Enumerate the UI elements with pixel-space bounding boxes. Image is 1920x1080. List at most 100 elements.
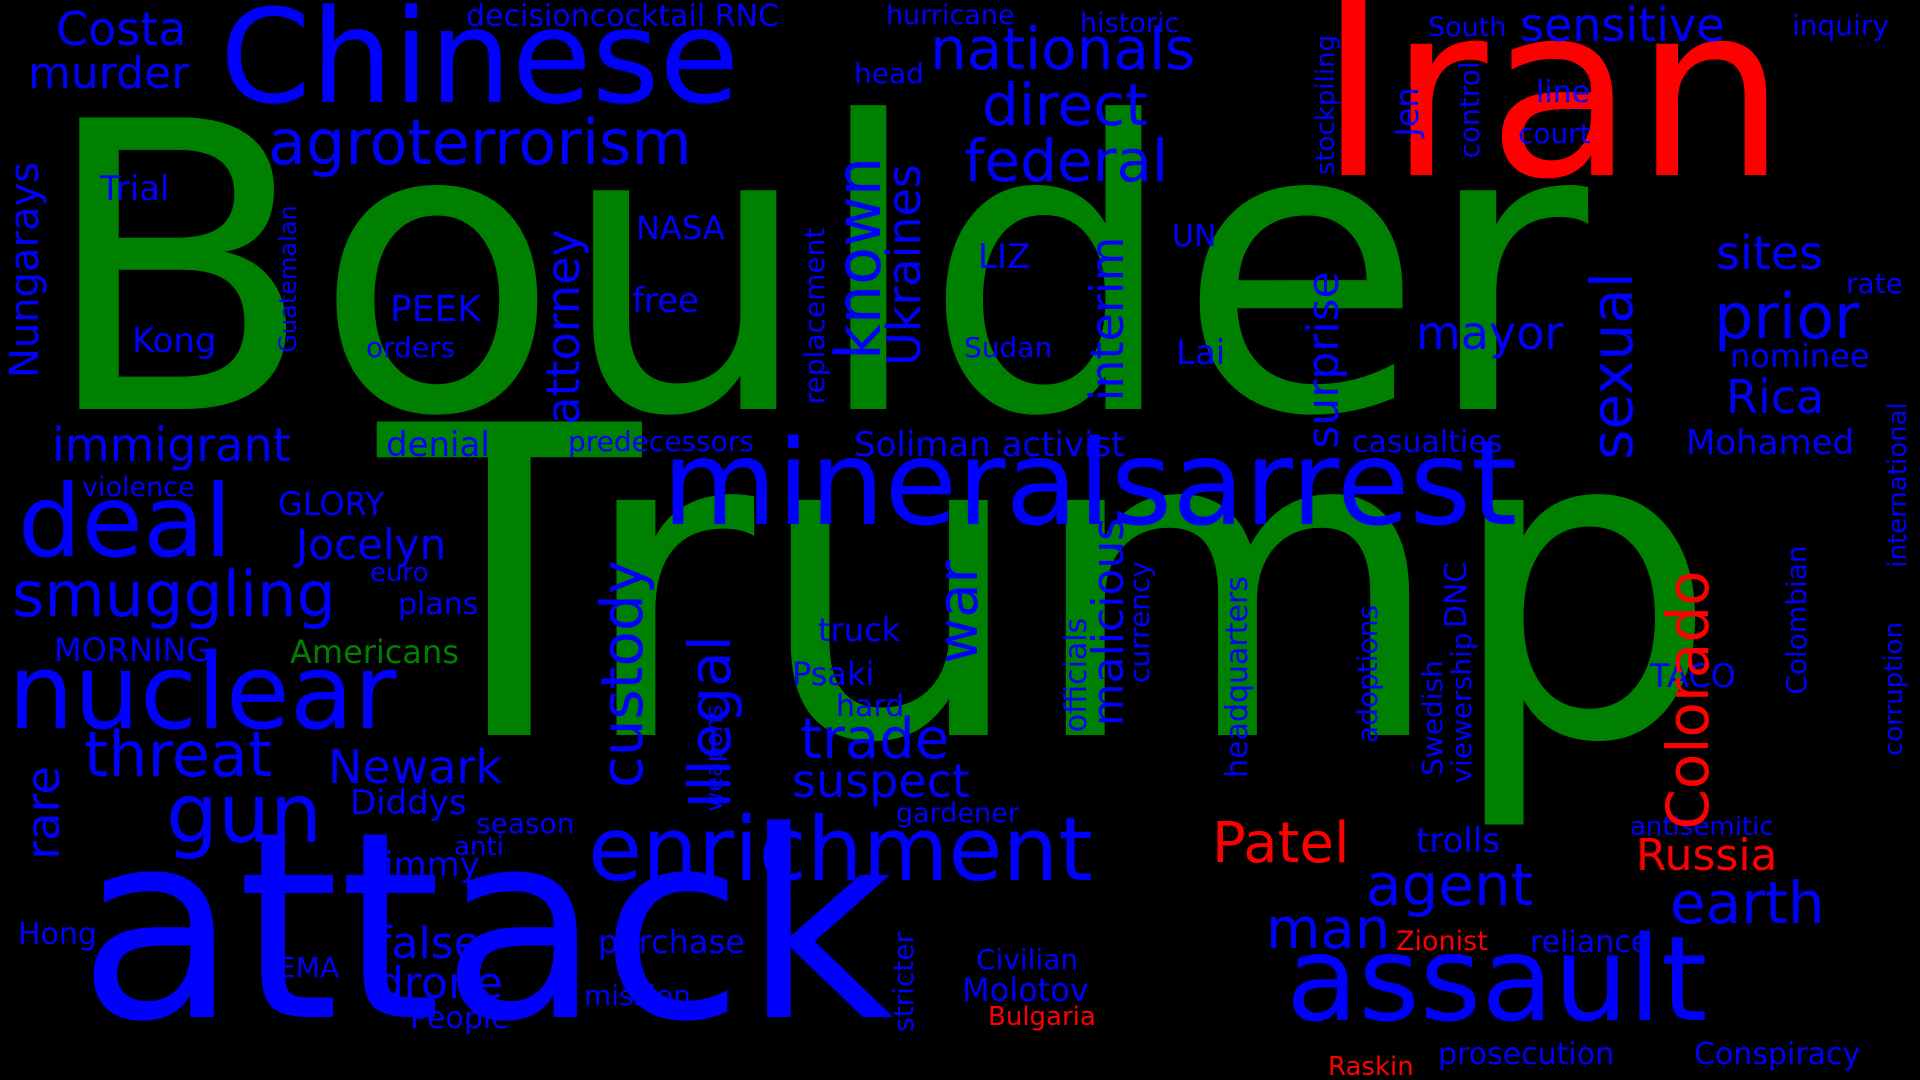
word-immigrant: immigrant bbox=[52, 418, 291, 472]
word-nationals: nationals bbox=[930, 15, 1196, 83]
word-south: South bbox=[1428, 12, 1507, 43]
word-jen: Jen bbox=[1388, 87, 1426, 137]
word-agent: agent bbox=[1366, 851, 1534, 919]
word-trial: Trial bbox=[100, 169, 170, 209]
word-euro: euro bbox=[370, 558, 429, 588]
word-interim: interim bbox=[1080, 236, 1134, 402]
word-false: false bbox=[376, 918, 481, 969]
word-jocelyn: Jocelyn bbox=[296, 520, 447, 569]
word-international: international bbox=[1883, 402, 1913, 568]
word-rare: rare bbox=[16, 766, 70, 860]
word-bulgaria: Bulgaria bbox=[988, 1002, 1096, 1032]
word-attack: attack bbox=[78, 777, 895, 1079]
word-murder: murder bbox=[28, 48, 190, 99]
word-colorado: Colorado bbox=[1654, 570, 1722, 830]
word-fema: FEMA bbox=[262, 951, 340, 984]
word-enrichment: enrichment bbox=[588, 798, 1093, 901]
word-hong: Hong bbox=[18, 917, 97, 952]
word-free: free bbox=[632, 281, 700, 321]
word-trade: trade bbox=[800, 707, 950, 772]
word-trolls: trolls bbox=[1416, 821, 1500, 861]
word-violence: violence bbox=[82, 472, 195, 503]
word-custody: custody bbox=[588, 559, 656, 789]
word-taco: TACO bbox=[1650, 657, 1736, 695]
word-sudan: Sudan bbox=[964, 331, 1053, 364]
word-stockpiling: stockpiling bbox=[1311, 34, 1341, 176]
word-raskin: Raskin bbox=[1328, 1052, 1414, 1080]
word-diddys: Diddys bbox=[350, 783, 467, 823]
word-control: control bbox=[1453, 61, 1486, 159]
word-hurricane: hurricane bbox=[886, 0, 1015, 31]
word-court: court bbox=[1518, 117, 1591, 150]
word-suspect: suspect bbox=[792, 754, 970, 808]
word-colombian: Colombian bbox=[1780, 545, 1813, 695]
word-civilian: Civilian bbox=[976, 943, 1079, 976]
word-line: line bbox=[1536, 75, 1591, 110]
word-un: UN bbox=[1172, 219, 1217, 254]
word-boulder: Boulder bbox=[40, 39, 1589, 504]
word-denial: denial bbox=[386, 425, 490, 465]
word-viewership: viewership bbox=[1445, 632, 1478, 784]
word-russia: Russia bbox=[1636, 830, 1778, 881]
word-trump: Trump bbox=[378, 337, 1719, 837]
word-americans: Americans bbox=[290, 633, 459, 671]
word-threat: threat bbox=[84, 718, 273, 791]
word-jimmy: Jimmy bbox=[374, 845, 480, 885]
word-patel: Patel bbox=[1212, 811, 1350, 876]
word-truck: truck bbox=[818, 611, 901, 649]
word-stricter: stricter bbox=[887, 932, 920, 1032]
word-molotov: Molotov bbox=[962, 971, 1089, 1009]
word-rica: Rica bbox=[1726, 370, 1825, 424]
word-man: man bbox=[1266, 897, 1391, 962]
word-attorney: attorney bbox=[536, 229, 590, 425]
word-surprise: surprise bbox=[1298, 271, 1349, 449]
word-federal: federal bbox=[964, 127, 1169, 195]
word-war: war bbox=[926, 560, 991, 664]
word-soliman-activist: Soliman activist bbox=[854, 425, 1125, 465]
word-gun: gun bbox=[166, 767, 322, 862]
word-casualties: casualties bbox=[1352, 425, 1503, 460]
word-liz: LIZ bbox=[978, 237, 1031, 277]
word-weapons: weapons bbox=[700, 704, 728, 812]
word-orders: orders bbox=[366, 331, 456, 364]
word-corruption: corruption bbox=[1879, 622, 1909, 756]
word-deal: deal bbox=[18, 463, 233, 580]
word-iran: Iran bbox=[1318, 0, 1787, 232]
word-guatemalan: Guatemalan bbox=[274, 205, 302, 353]
word-kong: Kong bbox=[132, 321, 217, 361]
word-lai: Lai bbox=[1176, 333, 1226, 373]
word-inquiry: inquiry bbox=[1792, 9, 1889, 42]
word-nasa: NASA bbox=[636, 209, 725, 247]
word-chinese: Chinese bbox=[220, 0, 740, 133]
word-rate: rate bbox=[1846, 267, 1903, 300]
word-purchase: purchase bbox=[598, 923, 745, 961]
word-sensitive: sensitive bbox=[1520, 0, 1725, 52]
word-antisemitic: antisemitic bbox=[1630, 812, 1774, 842]
word-direct: direct bbox=[982, 71, 1148, 139]
word-conspiracy: Conspiracy bbox=[1694, 1037, 1861, 1072]
word-anti: anti bbox=[454, 832, 504, 862]
word-costa: Costa bbox=[56, 2, 187, 56]
word-mayor: mayor bbox=[1416, 306, 1564, 360]
word-nuclear: nuclear bbox=[8, 631, 397, 753]
word-prior: prior bbox=[1714, 280, 1860, 353]
word-mohamed: Mohamed bbox=[1686, 423, 1855, 463]
word-sites: sites bbox=[1716, 226, 1824, 280]
word-newark: Newark bbox=[328, 740, 503, 794]
word-officials: officials bbox=[1059, 617, 1094, 733]
word-zionist: Zionist bbox=[1396, 926, 1488, 957]
word-prosecution: prosecution bbox=[1438, 1037, 1615, 1072]
word-headquarters: headquarters bbox=[1220, 576, 1255, 778]
word-assault: assault bbox=[1286, 910, 1708, 1048]
word-peek: PEEK bbox=[390, 289, 481, 330]
word-season: season bbox=[476, 807, 575, 840]
word-drone: drone bbox=[376, 958, 503, 1009]
word-mission: mission bbox=[584, 979, 691, 1012]
word-people: People bbox=[410, 1001, 510, 1036]
word-hard: hard bbox=[836, 689, 905, 724]
word-currency: currency bbox=[1123, 561, 1156, 683]
word-psaki: Psaki bbox=[792, 655, 875, 693]
word-nominee: nominee bbox=[1730, 337, 1870, 375]
word-nungarays: Nungarays bbox=[2, 162, 48, 378]
